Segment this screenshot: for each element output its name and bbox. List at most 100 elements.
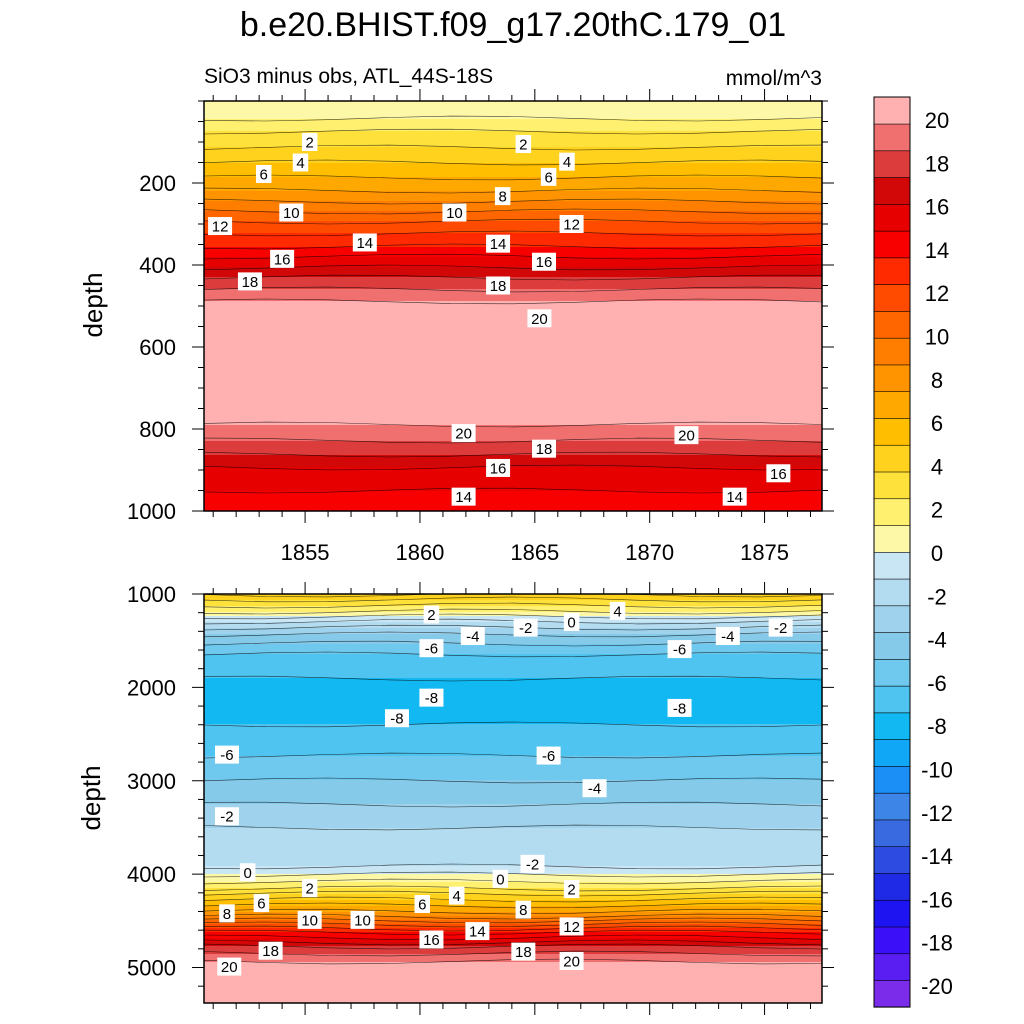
upper-contour-line <box>204 198 822 205</box>
lower-fill-band <box>204 860 822 863</box>
colorbar-swatch <box>873 631 911 660</box>
lower-fill-band <box>204 984 822 987</box>
upper-fill-band <box>204 333 822 336</box>
lower-fill-band <box>204 844 822 847</box>
lower-fill-band <box>204 672 822 675</box>
lower-fill-band <box>204 598 822 601</box>
lower-contour-label: 8 <box>219 904 235 923</box>
lower-fill-band <box>204 786 822 789</box>
colorbar-label: -8 <box>927 714 947 739</box>
upper-fill-band <box>204 311 822 314</box>
lower-fill-band <box>204 638 822 641</box>
upper-contour-label: 4 <box>559 152 575 171</box>
upper-y-tick-label: 600 <box>139 335 176 360</box>
upper-fill-band <box>204 417 822 420</box>
lower-contour-line <box>204 651 822 658</box>
colorbar-swatch <box>873 150 911 178</box>
lower-fill-band <box>204 708 822 711</box>
svg-text:-4: -4 <box>466 629 479 646</box>
lower-contour-label: -2 <box>214 807 239 826</box>
lower-fill-band <box>204 680 822 683</box>
upper-fill-band <box>204 195 822 198</box>
lower-fill-band <box>204 850 822 853</box>
lower-contour-label: -4 <box>582 779 607 798</box>
lower-fill-band <box>204 770 822 773</box>
upper-fill-band <box>204 495 822 498</box>
lower-contour-label: 6 <box>253 894 270 913</box>
colorbar-label: -16 <box>921 887 953 912</box>
upper-contour-label: 10 <box>442 203 467 222</box>
lower-fill-band <box>204 818 822 821</box>
upper-fill-band <box>204 153 822 156</box>
svg-text:10: 10 <box>446 205 463 222</box>
upper-fill-band <box>204 435 822 438</box>
lower-fill-band <box>204 756 822 759</box>
upper-fill-band <box>204 429 822 432</box>
upper-contour-label: 20 <box>451 424 476 443</box>
lower-contour-line <box>204 721 822 728</box>
x-tick-label: 1870 <box>625 540 674 565</box>
lower-fill-band <box>204 976 822 979</box>
lower-contour-label: 20 <box>559 951 584 970</box>
lower-fill-band <box>204 624 822 627</box>
lower-fill-band <box>204 740 822 743</box>
upper-fill-band <box>204 205 822 208</box>
upper-fill-band <box>204 253 822 256</box>
upper-y-tick-label: 200 <box>139 171 176 196</box>
svg-text:-8: -8 <box>673 700 686 717</box>
lower-fill-band <box>204 790 822 793</box>
upper-contour-label: 16 <box>270 249 295 268</box>
colorbar-label: -10 <box>921 758 953 783</box>
lower-fill-band <box>204 632 822 635</box>
upper-fill-band <box>204 173 822 176</box>
lower-fill-band <box>204 678 822 681</box>
svg-text:10: 10 <box>301 912 318 929</box>
upper-fill-band <box>204 497 822 500</box>
upper-fill-band <box>204 505 822 508</box>
upper-fill-band <box>204 229 822 232</box>
colorbar-swatch <box>873 578 911 607</box>
lower-fill-band <box>204 998 822 1001</box>
lower-fill-band <box>204 906 822 909</box>
upper-contour-line <box>204 187 822 194</box>
upper-contour-line <box>204 421 822 428</box>
upper-fill-band <box>204 401 822 404</box>
upper-fill-band <box>204 331 822 334</box>
lower-fill-band <box>204 762 822 765</box>
lower-y-tick-label: 3000 <box>127 769 176 794</box>
svg-text:18: 18 <box>515 944 532 961</box>
lower-fill-band <box>204 924 822 927</box>
lower-contour-label: 2 <box>301 879 318 898</box>
lower-fill-band <box>204 788 822 791</box>
lower-contour-line <box>204 594 822 598</box>
lower-contour-label: 12 <box>559 917 584 936</box>
lower-fill-band <box>204 716 822 719</box>
lower-contour-line <box>204 613 822 620</box>
upper-fill-band <box>204 339 822 342</box>
colorbar-swatch <box>873 176 911 205</box>
upper-fill-band <box>204 241 822 244</box>
upper-fill-band <box>204 303 822 306</box>
upper-fill-band <box>204 443 822 446</box>
lower-fill-band <box>204 870 822 873</box>
upper-contour-line <box>204 286 822 293</box>
lower-contour-label: 18 <box>511 942 536 961</box>
upper-fill-band <box>204 415 822 418</box>
lower-contour-line <box>204 618 822 625</box>
upper-fill-band <box>204 455 822 458</box>
upper-fill-band <box>204 359 822 362</box>
upper-fill-band <box>204 107 822 110</box>
svg-text:-4: -4 <box>588 781 601 798</box>
upper-fill-band <box>204 199 822 202</box>
upper-fill-band <box>204 315 822 318</box>
upper-y-tick-label: 400 <box>139 253 176 278</box>
lower-fill-band <box>204 674 822 677</box>
lower-fill-band <box>204 782 822 785</box>
upper-fill-band <box>204 463 822 466</box>
upper-fill-band <box>204 355 822 358</box>
lower-fill-band <box>204 748 822 751</box>
svg-text:-4: -4 <box>721 629 734 646</box>
upper-fill-band <box>204 149 822 152</box>
upper-fill-band <box>204 393 822 396</box>
colorbar-swatch <box>873 551 911 580</box>
